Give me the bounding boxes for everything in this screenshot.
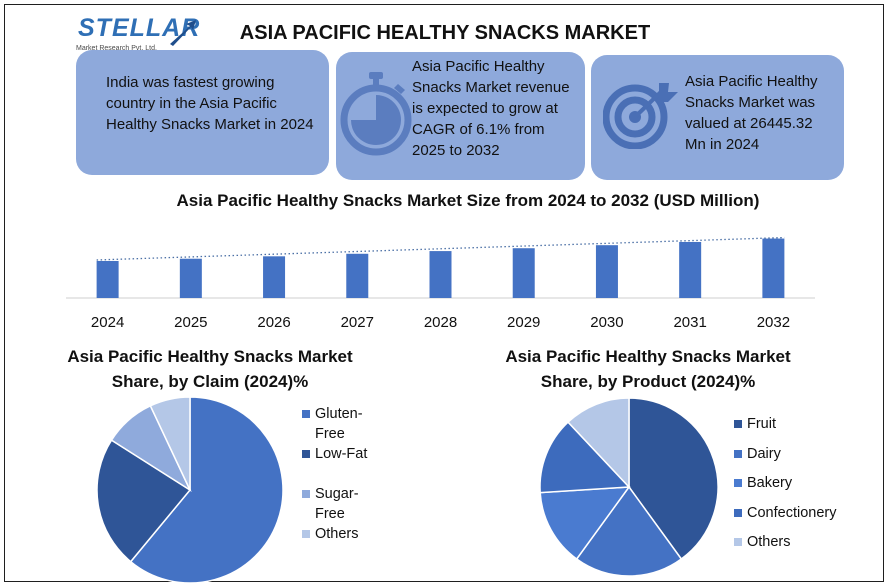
- pie-slice-bakery: [539, 486, 631, 561]
- legend-swatch: [734, 538, 742, 546]
- x-tick-label: 2028: [424, 314, 457, 331]
- legend-swatch: [302, 530, 310, 538]
- x-tick-label: 2032: [757, 314, 790, 331]
- insight-card-text: Asia Pacific Healthy Snacks Market reven…: [412, 58, 570, 159]
- x-tick-label: 2030: [590, 314, 623, 331]
- bar-2024: [96, 260, 119, 298]
- legend-label: Confectionery: [747, 504, 837, 521]
- insight-card-fastest-growing: India was fastest growing country in the…: [76, 50, 329, 175]
- legend-label: Low-Fat: [315, 446, 368, 462]
- bar-2032: [762, 238, 785, 298]
- pie-slice-others: [149, 396, 191, 491]
- trendline: [96, 236, 785, 261]
- claim-pie-title: Asia Pacific Healthy Snacks Market Share…: [67, 347, 353, 391]
- bar-2031: [679, 241, 702, 298]
- insight-card-text: India was fastest growing country in the…: [106, 74, 314, 133]
- stopwatch-icon: [340, 72, 412, 156]
- x-tick-label: 2026: [257, 314, 290, 331]
- legend-label: Bakery: [747, 475, 793, 491]
- legend-swatch: [302, 490, 310, 498]
- legend-swatch: [302, 450, 310, 458]
- product-pie-title: Asia Pacific Healthy Snacks Market Share…: [505, 347, 791, 391]
- legend-label: Fruit: [747, 416, 776, 432]
- target-icon: [603, 83, 678, 149]
- pie-slice-fruit: [628, 397, 719, 561]
- bar-2028: [429, 251, 452, 298]
- legend-label: Dairy: [747, 445, 781, 462]
- pie-slice-confectionery: [539, 421, 631, 494]
- x-tick-label: 2027: [341, 314, 374, 331]
- bar-2030: [595, 245, 618, 298]
- legend-swatch: [734, 420, 742, 428]
- legend-swatch: [734, 508, 742, 517]
- legend-label: Others: [747, 534, 791, 550]
- legend-swatch: [734, 479, 742, 487]
- logo-tagline: Market Research Pvt. Ltd.: [76, 45, 157, 52]
- claim-pie-legend: Gluten- Free Low-Fat Sugar- Free Others: [302, 404, 402, 554]
- x-tick-label: 2029: [507, 314, 540, 331]
- legend-swatch: [734, 449, 742, 458]
- pie-slice-others: [567, 397, 630, 489]
- stellar-logo: STELLAR Market Research Pvt. Ltd.: [72, 12, 202, 58]
- page-title: ASIA PACIFIC HEALTHY SNACKS MARKET: [239, 22, 651, 44]
- legend-label: Sugar- Free: [315, 486, 359, 522]
- x-tick-label: 2024: [91, 314, 124, 331]
- product-pie-chart: [539, 397, 719, 577]
- logo-arrow-icon: [170, 20, 196, 46]
- insight-card-cagr: Asia Pacific Healthy Snacks Market reven…: [336, 52, 585, 180]
- bar-2029: [512, 248, 535, 298]
- insight-card-text: Asia Pacific Healthy Snacks Market was v…: [685, 73, 818, 153]
- legend-swatch: [302, 410, 310, 418]
- bar-2025: [179, 258, 202, 298]
- insight-card-valuation: Asia Pacific Healthy Snacks Market was v…: [591, 55, 844, 180]
- pie-slice-gluten-free: [129, 396, 284, 584]
- product-pie-legend: Fruit Dairy Bakery Confectionery Others: [734, 414, 864, 564]
- x-tick-label: 2025: [174, 314, 207, 331]
- claim-pie-chart: [96, 396, 284, 584]
- bar-chart-title: Asia Pacific Healthy Snacks Market Size …: [176, 191, 760, 210]
- bar-2026: [263, 256, 286, 298]
- x-tick-label: 2031: [673, 314, 706, 331]
- legend-label: Gluten- Free: [315, 406, 363, 442]
- legend-label: Others: [315, 526, 359, 542]
- pie-slice-low-fat: [96, 439, 192, 563]
- pie-slice-dairy: [575, 485, 683, 577]
- bar-2027: [346, 253, 369, 298]
- bar-chart: 2024 2025 2026 2027 2028 2029 2030 2031 2032: [66, 236, 815, 331]
